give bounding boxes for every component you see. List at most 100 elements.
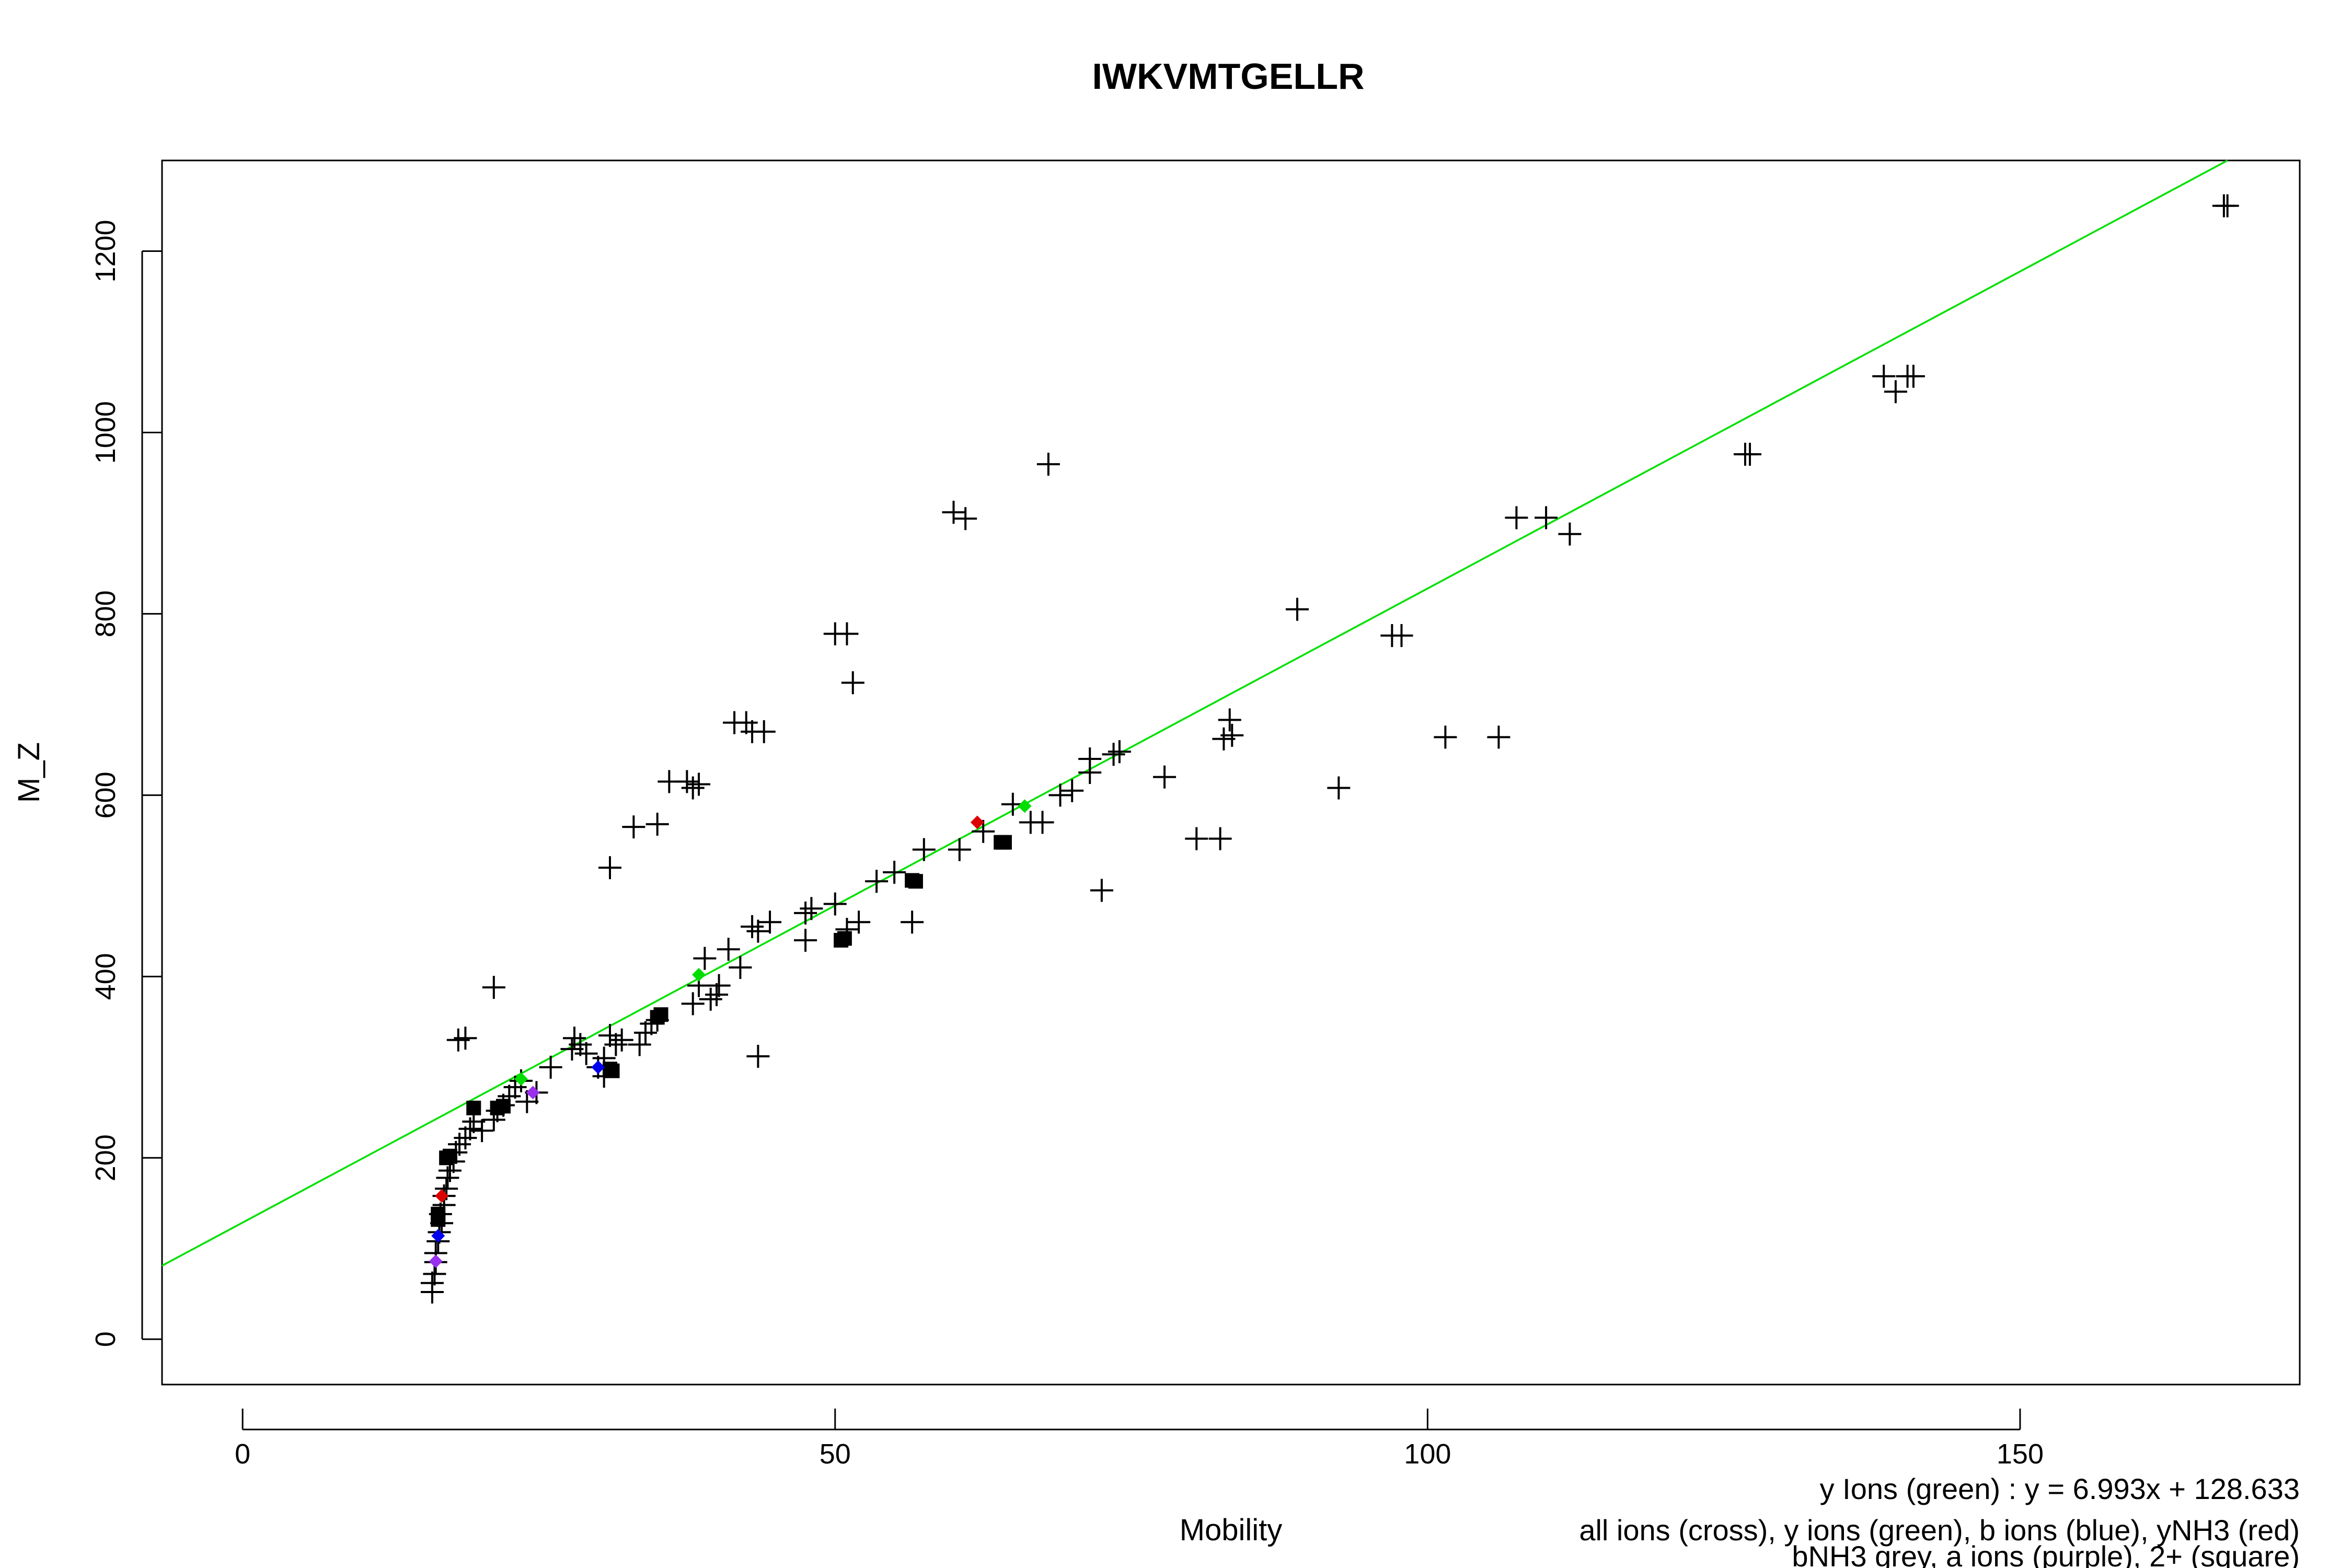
square-point bbox=[495, 1099, 511, 1114]
cross-point bbox=[454, 1027, 477, 1050]
cross-point bbox=[912, 838, 936, 861]
cross-point bbox=[515, 1090, 539, 1113]
fit-equation-label: y Ions (green) : y = 6.993x + 128.633 bbox=[1820, 1472, 2300, 1505]
y-axis: 0 200 400 600 800 1000 1200 bbox=[90, 220, 162, 1347]
fit-line-layer bbox=[162, 159, 2228, 1267]
cross-point bbox=[454, 1126, 477, 1150]
square-point bbox=[466, 1100, 481, 1115]
legend-line-1: all ions (cross), y ions (green), b ions… bbox=[1579, 1514, 2300, 1547]
cross-point bbox=[1434, 725, 1457, 749]
cross-point bbox=[681, 776, 705, 800]
cross-point bbox=[1505, 506, 1528, 529]
cross-point bbox=[562, 1027, 586, 1050]
cross-point bbox=[1558, 522, 1582, 546]
cross-point bbox=[1060, 779, 1084, 802]
cross-point bbox=[758, 910, 782, 934]
cross-point bbox=[752, 720, 776, 743]
square-point bbox=[605, 1063, 620, 1078]
cross-point bbox=[841, 671, 864, 695]
cross-point bbox=[1031, 811, 1054, 834]
cross-point bbox=[574, 1042, 598, 1065]
x-tick-label: 100 bbox=[1404, 1438, 1451, 1470]
square-point bbox=[442, 1148, 457, 1163]
square-point bbox=[908, 874, 923, 889]
square-point bbox=[837, 931, 852, 946]
cross-point bbox=[729, 955, 752, 979]
cross-point bbox=[681, 992, 705, 1016]
diamond-point bbox=[1018, 799, 1032, 813]
plot-area bbox=[161, 159, 2301, 1386]
cross-point bbox=[1090, 879, 1113, 902]
y-tick-label: 800 bbox=[90, 590, 121, 637]
cross-point bbox=[448, 1133, 471, 1156]
cross-point bbox=[794, 901, 817, 925]
cross-point bbox=[1102, 743, 1125, 766]
cross-point bbox=[539, 1055, 562, 1079]
cross-point bbox=[693, 947, 717, 970]
square-point bbox=[653, 1007, 668, 1022]
legend-line-2: bNH3 grey, a ions (purple), 2+ (square) bbox=[1792, 1540, 2300, 1568]
cross-point bbox=[675, 770, 699, 793]
cross-point bbox=[482, 976, 505, 999]
y-tick-label: 1000 bbox=[90, 401, 121, 464]
cross-point bbox=[569, 1033, 592, 1056]
cross-point bbox=[1535, 506, 1558, 529]
cross-point bbox=[699, 987, 722, 1011]
cross-point bbox=[734, 711, 758, 734]
cross-point bbox=[470, 1119, 494, 1143]
cross-point bbox=[717, 938, 740, 961]
cross-point bbox=[1036, 453, 1060, 476]
cross-point bbox=[1390, 624, 1413, 648]
diamond-point bbox=[435, 1189, 449, 1203]
diamond-point bbox=[970, 815, 984, 829]
cross-point bbox=[1327, 776, 1351, 800]
cross-point bbox=[942, 501, 965, 524]
chart-title: IWKVMTGELLR bbox=[1092, 56, 1364, 97]
diamond-point bbox=[591, 1060, 605, 1074]
cross-point bbox=[634, 1021, 658, 1044]
y-tick-label: 600 bbox=[90, 771, 121, 818]
cross-point bbox=[1901, 364, 1925, 388]
diamond-point bbox=[526, 1086, 540, 1100]
diamond-point bbox=[431, 1229, 445, 1243]
y-tick-label: 400 bbox=[90, 953, 121, 1000]
cross-point bbox=[741, 915, 764, 938]
square-point bbox=[431, 1206, 446, 1221]
cross-point bbox=[800, 897, 823, 920]
cross-point bbox=[823, 892, 847, 916]
cross-point bbox=[794, 928, 817, 952]
y-axis-title: M_Z bbox=[12, 742, 46, 803]
cross-point bbox=[604, 1033, 628, 1056]
cross-point bbox=[610, 1028, 633, 1052]
x-tick-label: 50 bbox=[820, 1438, 851, 1470]
cross-point bbox=[1872, 364, 1896, 388]
cross-point bbox=[1218, 708, 1241, 732]
cross-point bbox=[1208, 827, 1232, 850]
cross-point bbox=[1487, 725, 1511, 749]
cross-point bbox=[628, 1033, 651, 1056]
cross-point bbox=[954, 507, 977, 531]
cross-point bbox=[645, 812, 669, 836]
cross-point bbox=[598, 856, 621, 880]
x-axis-title: Mobility bbox=[1180, 1513, 1283, 1547]
cross-point bbox=[420, 1271, 444, 1295]
cross-point bbox=[1738, 443, 1762, 466]
cross-point bbox=[746, 919, 770, 943]
y-tick-label: 0 bbox=[90, 1331, 121, 1347]
cross-point bbox=[1108, 740, 1131, 764]
diamond-point bbox=[429, 1254, 443, 1269]
cross-point bbox=[1048, 783, 1072, 807]
x-tick-label: 0 bbox=[235, 1438, 250, 1470]
cross-point bbox=[1078, 747, 1102, 770]
diamond-point bbox=[692, 967, 706, 982]
fit-line bbox=[162, 159, 2228, 1267]
cross-point bbox=[1220, 723, 1244, 747]
cross-point bbox=[1285, 597, 1309, 621]
square-point bbox=[997, 835, 1012, 850]
cross-point bbox=[948, 838, 971, 861]
x-axis: 0 50 100 150 bbox=[235, 1409, 2044, 1470]
cross-point bbox=[687, 773, 711, 796]
cross-point bbox=[972, 820, 995, 843]
cross-point bbox=[746, 1045, 770, 1068]
